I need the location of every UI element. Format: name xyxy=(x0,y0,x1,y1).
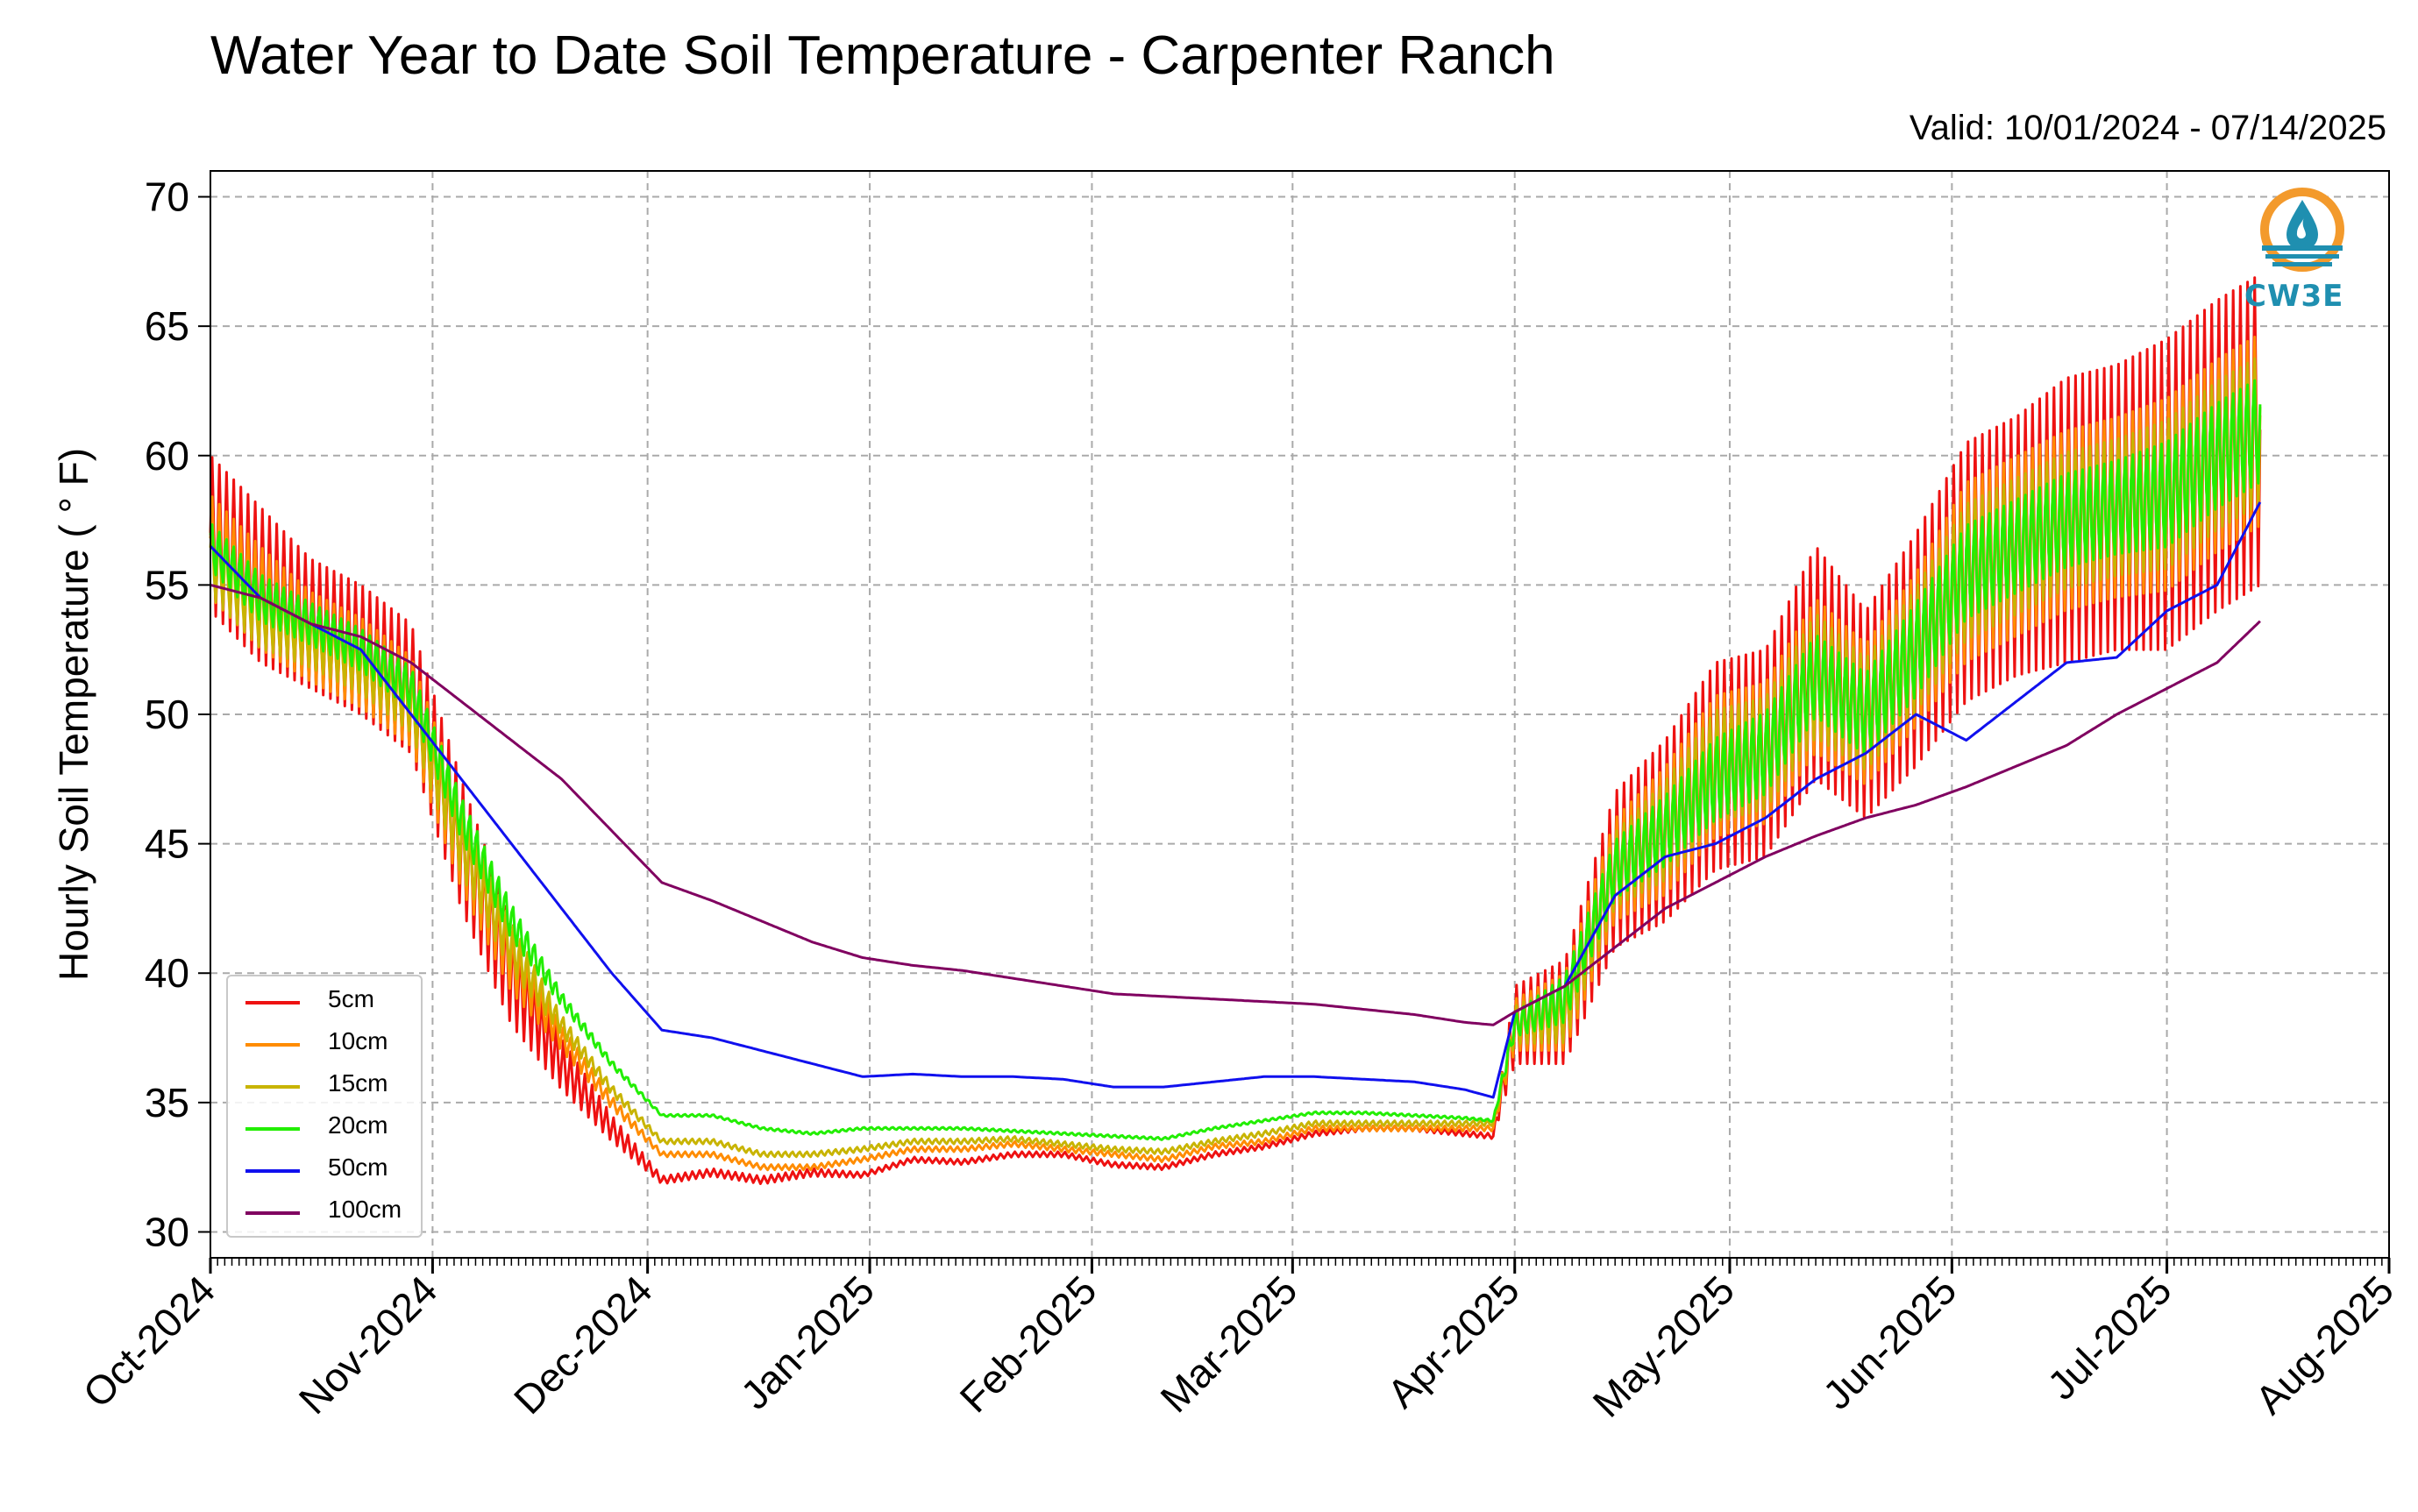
series-line-50cm xyxy=(209,501,2262,1099)
chart-title: Water Year to Date Soil Temperature - Ca… xyxy=(210,25,1555,86)
legend-swatch-20cm xyxy=(245,1127,300,1131)
legend-swatch-10cm xyxy=(245,1043,300,1047)
series-line-5cm xyxy=(209,276,2262,1185)
y-tick-label: 60 xyxy=(145,433,189,479)
cw3e-droplet-logo-icon xyxy=(2260,188,2344,272)
legend-swatch-100cm xyxy=(245,1211,300,1215)
legend-item-100cm: 100cm xyxy=(240,1192,416,1234)
y-tick-label: 35 xyxy=(145,1080,189,1125)
x-tick-label: Nov-2024 xyxy=(290,1267,446,1423)
x-tick-label: Jul-2025 xyxy=(2038,1267,2180,1409)
x-tick-label: May-2025 xyxy=(1584,1267,1743,1425)
legend-swatch-5cm xyxy=(245,1001,300,1004)
legend: 5cm 10cm 15cm 20cm 50cm 100cm xyxy=(226,975,423,1238)
legend-item-10cm: 10cm xyxy=(240,1024,416,1066)
legend-swatch-15cm xyxy=(245,1085,300,1089)
x-tick-label: Mar-2025 xyxy=(1151,1267,1305,1421)
valid-date-range: Valid: 10/01/2024 - 07/14/2025 xyxy=(1909,109,2386,147)
x-tick-label: Aug-2025 xyxy=(2246,1267,2402,1423)
cw3e-logo xyxy=(2251,182,2357,323)
y-axis-label: Hourly Soil Temperature ( ° F) xyxy=(51,448,96,981)
series-line-20cm xyxy=(209,379,2262,1141)
legend-label-15cm: 15cm xyxy=(328,1069,388,1097)
legend-item-50cm: 50cm xyxy=(240,1150,416,1192)
y-tick-label: 70 xyxy=(145,174,189,220)
y-tick-label: 55 xyxy=(145,562,189,607)
y-tick-label: 30 xyxy=(145,1209,189,1254)
x-tick-label: Oct-2024 xyxy=(75,1267,224,1416)
legend-label-100cm: 100cm xyxy=(328,1196,402,1223)
legend-item-15cm: 15cm xyxy=(240,1066,416,1108)
legend-label-5cm: 5cm xyxy=(328,985,374,1012)
series-lines xyxy=(209,276,2262,1185)
legend-item-20cm: 20cm xyxy=(240,1108,416,1150)
cw3e-logo-text: CW3E xyxy=(2244,279,2344,314)
x-tick-label: Dec-2024 xyxy=(505,1267,661,1423)
legend-label-10cm: 10cm xyxy=(328,1027,388,1054)
plot-frame xyxy=(210,170,2390,1259)
x-tick-label: Feb-2025 xyxy=(951,1267,1106,1421)
grid-lines xyxy=(210,171,2390,1258)
x-tick-label: Jan-2025 xyxy=(732,1267,883,1417)
y-tick-label: 45 xyxy=(145,821,189,867)
axes: 30 35 40 45 50 55 60 65 70 Oct-2024 Nov-2024 Dec-20… xyxy=(75,174,2403,1426)
y-tick-label: 50 xyxy=(145,692,189,737)
legend-swatch-50cm xyxy=(245,1169,300,1173)
y-tick-label: 40 xyxy=(145,950,189,996)
legend-item-5cm: 5cm xyxy=(240,982,416,1024)
legend-label-20cm: 20cm xyxy=(328,1111,388,1139)
x-tick-label: Jun-2025 xyxy=(1814,1267,1965,1417)
legend-label-50cm: 50cm xyxy=(328,1154,388,1181)
x-tick-label: Apr-2025 xyxy=(1378,1267,1528,1416)
y-tick-label: 65 xyxy=(145,303,189,349)
series-line-100cm xyxy=(210,583,2261,1026)
